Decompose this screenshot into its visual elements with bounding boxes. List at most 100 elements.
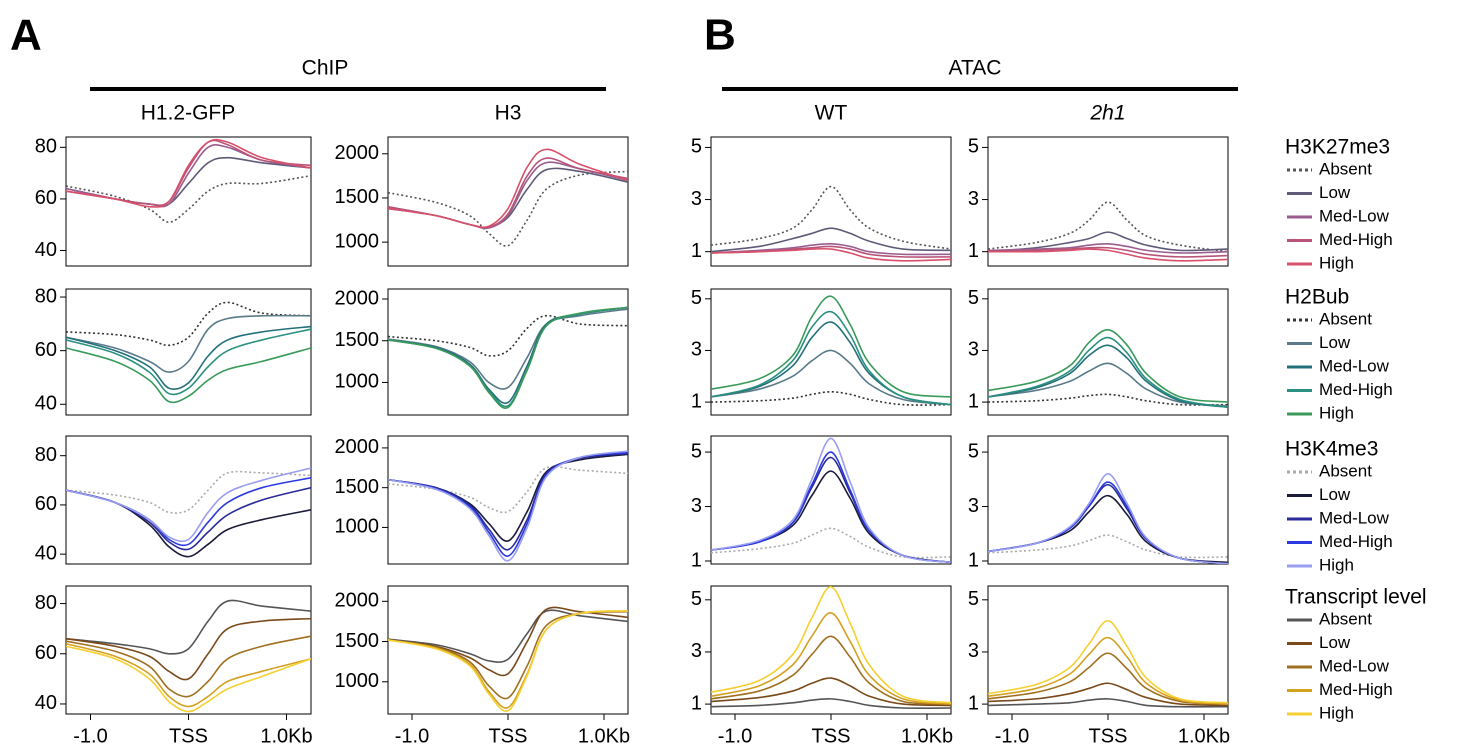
- series-line: [66, 470, 311, 514]
- y-tick-label: 80: [35, 285, 57, 307]
- legend-label: Low: [1319, 333, 1351, 352]
- y-tick-label: 2000: [335, 142, 380, 164]
- plot-frame: [65, 136, 312, 267]
- y-tick-label: 3: [691, 495, 702, 517]
- series-line: [988, 243, 1228, 254]
- legend-title: H3K4me3: [1285, 438, 1378, 461]
- series-line: [711, 635, 951, 705]
- legend-label: Absent: [1319, 159, 1372, 178]
- series-line: [988, 201, 1228, 253]
- series-line: [388, 170, 628, 247]
- series-line: [988, 473, 1228, 564]
- series-line: [388, 308, 628, 390]
- series-line: [388, 148, 628, 229]
- series-line: [711, 390, 951, 406]
- series-line: [711, 295, 951, 398]
- y-tick-label: 80: [35, 444, 57, 466]
- y-tick-label: 3: [691, 188, 702, 210]
- plot-frame: [710, 288, 952, 416]
- legend-title: H3K27me3: [1285, 136, 1390, 159]
- series-line: [988, 231, 1228, 253]
- column-title: H3: [495, 102, 522, 125]
- series-line: [66, 347, 311, 404]
- series-line: [66, 645, 311, 713]
- plot-frame: [987, 435, 1229, 565]
- series-line: [711, 310, 951, 406]
- y-tick-label: 1500: [335, 630, 380, 652]
- y-tick-label: 5: [691, 588, 702, 610]
- y-tick-label: 3: [691, 640, 702, 662]
- legend-title: Transcript level: [1285, 586, 1427, 609]
- x-tick-label: TSS: [812, 725, 851, 747]
- y-tick-label: 5: [968, 588, 979, 610]
- y-tick-label: 40: [35, 393, 57, 415]
- series-line: [66, 617, 311, 681]
- series-line: [388, 610, 628, 700]
- y-tick-label: 40: [35, 239, 57, 261]
- series-line: [988, 248, 1228, 262]
- x-tick-label: -1.0: [73, 725, 107, 747]
- y-tick-label: 1: [691, 549, 702, 571]
- plot-frame: [710, 585, 952, 715]
- y-tick-label: 1500: [335, 476, 380, 498]
- series-line: [66, 467, 311, 543]
- y-tick-label: 5: [691, 287, 702, 309]
- series-line: [988, 636, 1228, 705]
- legend-label: Med-High: [1319, 680, 1393, 699]
- plot-frame: [987, 585, 1229, 715]
- y-tick-label: 1500: [335, 186, 380, 208]
- x-tick-label: TSS: [1089, 725, 1128, 747]
- legend-label: Med-Low: [1319, 656, 1390, 675]
- y-tick-label: 60: [35, 187, 57, 209]
- series-line: [988, 619, 1228, 704]
- group-title: ATAC: [949, 57, 1002, 80]
- y-tick-label: 1000: [335, 516, 380, 538]
- y-tick-label: 1: [691, 692, 702, 714]
- series-line: [711, 698, 951, 709]
- y-tick-label: 1000: [335, 230, 380, 252]
- y-tick-label: 2000: [335, 590, 380, 612]
- legend-label: High: [1319, 703, 1354, 722]
- x-tick-label: TSS: [489, 725, 528, 747]
- legend-label: High: [1319, 555, 1354, 574]
- series-line: [66, 314, 311, 373]
- y-tick-label: 60: [35, 339, 57, 361]
- series-line: [988, 698, 1228, 708]
- y-tick-label: 1: [691, 390, 702, 412]
- y-tick-label: 3: [968, 640, 979, 662]
- legend-label: Med-High: [1319, 532, 1393, 551]
- legend-label: Low: [1319, 485, 1351, 504]
- y-tick-label: 1000: [335, 670, 380, 692]
- series-line: [711, 586, 951, 704]
- y-tick-label: 5: [968, 136, 979, 158]
- legend-title: H2Bub: [1285, 286, 1349, 309]
- y-tick-label: 40: [35, 692, 57, 714]
- plot-frame: [987, 136, 1229, 267]
- y-tick-label: 1500: [335, 329, 380, 351]
- series-line: [388, 606, 628, 677]
- legend-label: Low: [1319, 183, 1351, 202]
- series-line: [711, 247, 951, 262]
- series-line: [988, 682, 1228, 707]
- plot-frame: [387, 136, 629, 267]
- legend-label: Med-High: [1319, 380, 1393, 399]
- series-line: [66, 642, 311, 708]
- y-tick-label: 3: [691, 339, 702, 361]
- x-tick-label: 1.0Kb: [260, 725, 312, 747]
- x-tick-label: -1.0: [718, 725, 752, 747]
- x-tick-label: -1.0: [395, 725, 429, 747]
- panel-label: B: [704, 11, 736, 60]
- panel-label: A: [10, 11, 42, 60]
- group-title: ChIP: [302, 57, 349, 80]
- series-line: [711, 243, 951, 256]
- x-tick-label: 1.0Kb: [578, 725, 630, 747]
- series-line: [66, 138, 311, 208]
- series-line: [988, 344, 1228, 409]
- y-tick-label: 1: [968, 692, 979, 714]
- series-line: [388, 609, 628, 663]
- series-line: [711, 227, 951, 253]
- series-line: [711, 527, 951, 559]
- x-tick-label: 1.0Kb: [1178, 725, 1230, 747]
- x-tick-label: -1.0: [995, 725, 1029, 747]
- legend-label: High: [1319, 253, 1354, 272]
